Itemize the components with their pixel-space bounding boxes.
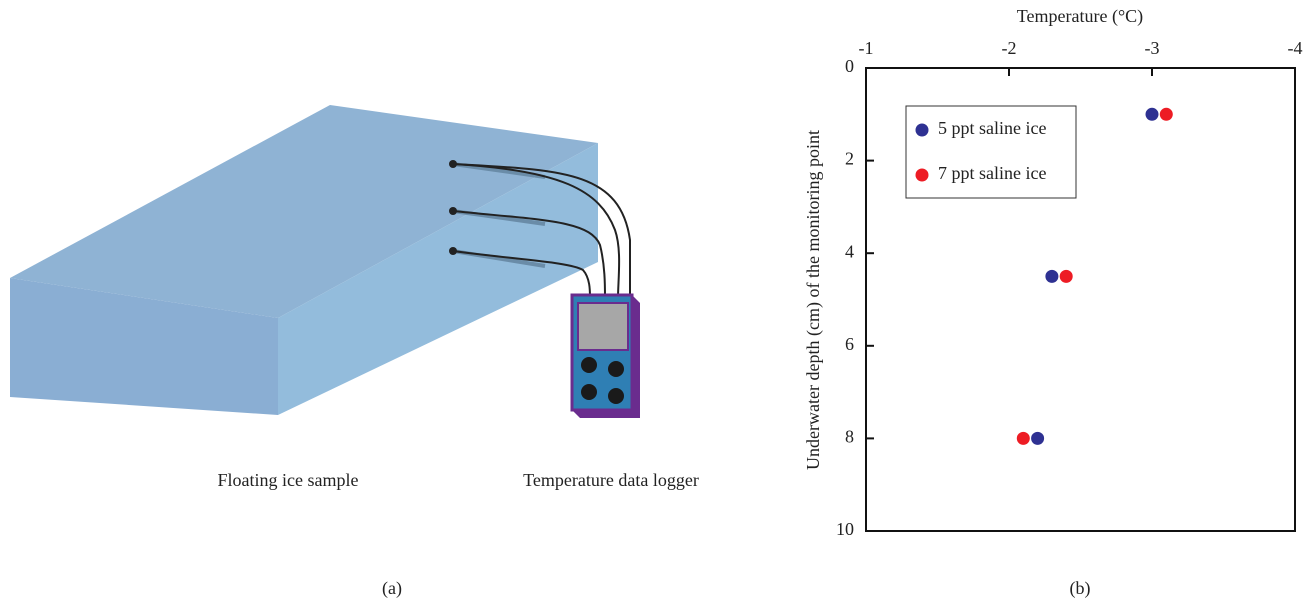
y-tick-label: 6: [845, 334, 854, 354]
point: [1031, 432, 1044, 445]
point: [1017, 432, 1030, 445]
y-tick-label: 0: [845, 56, 854, 76]
logger: [572, 295, 640, 418]
y-tick-label: 2: [845, 149, 854, 169]
logger-label: Temperature data logger: [523, 470, 699, 490]
y-tick-label: 4: [845, 241, 854, 261]
point: [1160, 108, 1173, 121]
caption-b: (b): [1070, 578, 1091, 599]
x-axis-label: Temperature (°C): [1017, 6, 1143, 27]
caption-a: (a): [382, 578, 402, 599]
x-tick-label: -3: [1145, 38, 1160, 58]
figure: Floating ice sample Temperature data log…: [0, 0, 1309, 604]
legend-marker: [916, 169, 929, 182]
point: [1146, 108, 1159, 121]
legend-label: 5 ppt saline ice: [938, 118, 1046, 138]
legend-marker: [916, 124, 929, 137]
x-tick-label: -2: [1002, 38, 1017, 58]
ice-label: Floating ice sample: [218, 470, 359, 490]
ice-diagram: Floating ice sample Temperature data log…: [10, 105, 699, 599]
page: Floating ice sample Temperature data log…: [0, 0, 1309, 604]
y-tick-label: 8: [845, 427, 854, 447]
point: [1060, 270, 1073, 283]
x-tick-label: -4: [1288, 38, 1303, 58]
x-tick-label: -1: [859, 38, 874, 58]
point: [1045, 270, 1058, 283]
legend-label: 7 ppt saline ice: [938, 163, 1046, 183]
y-tick-label: 10: [836, 519, 854, 539]
y-axis-label: Underwater depth (cm) of the monitoring …: [803, 130, 824, 470]
